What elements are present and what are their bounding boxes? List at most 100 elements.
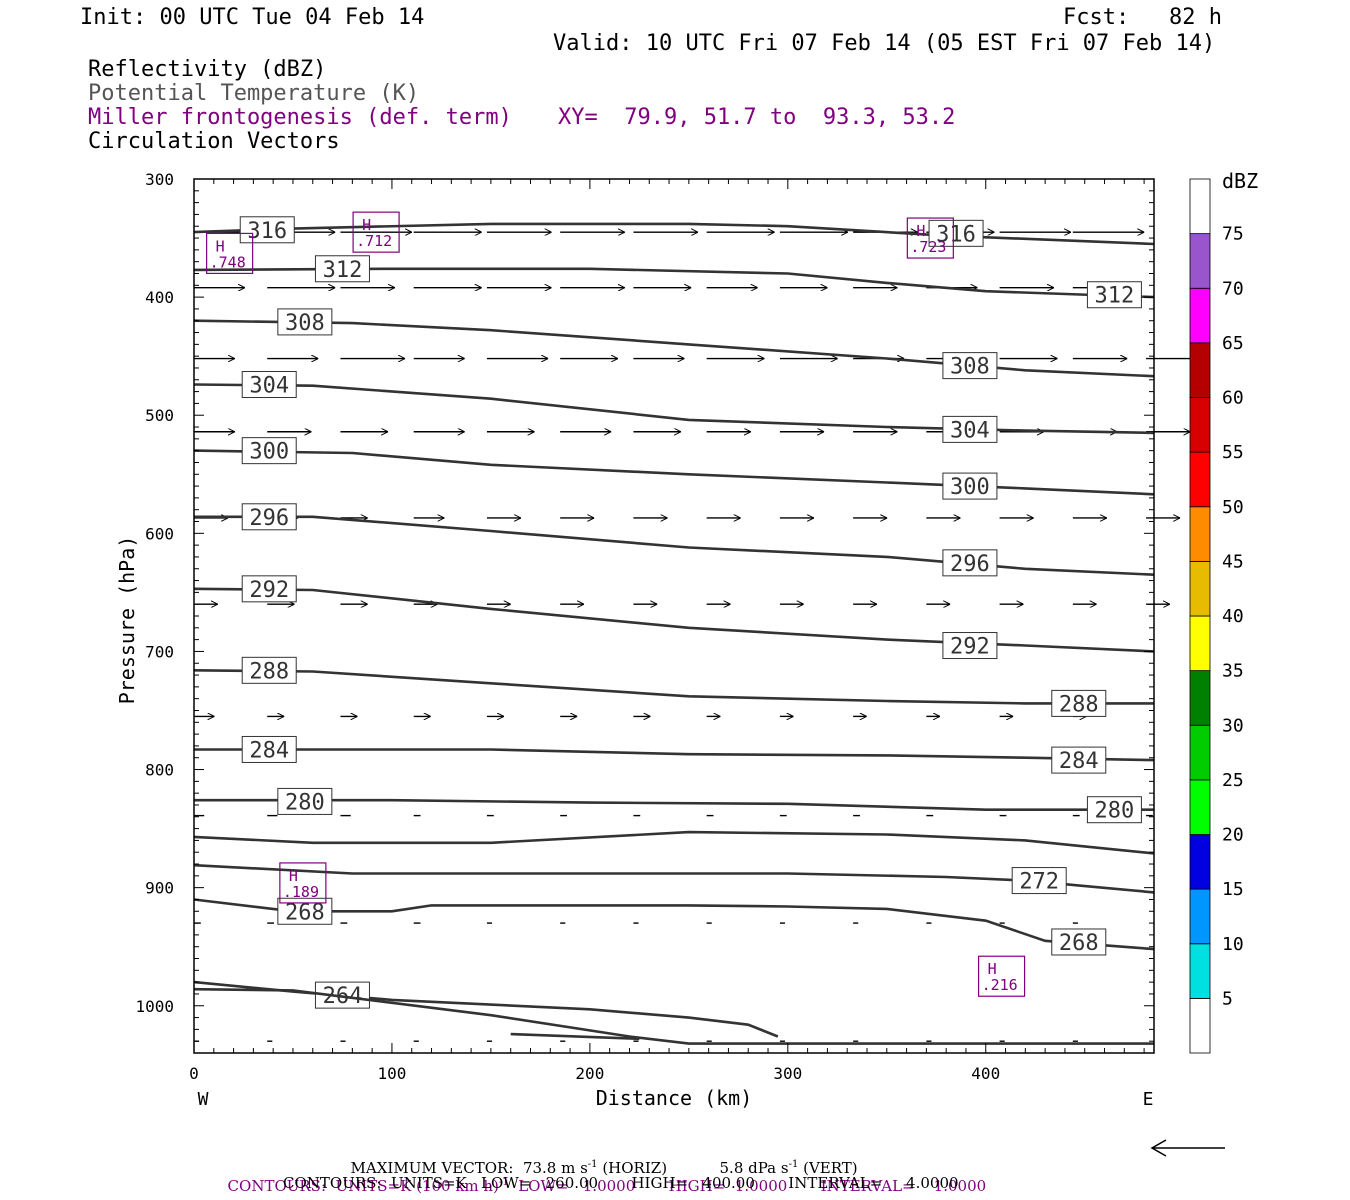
axes: 0 100 200 300 400 300 400 500 600 700 800 900 1000	[135, 170, 1155, 1083]
contour-label-box	[1086, 281, 1142, 309]
circulation-vectors	[194, 232, 1204, 1042]
dbz-colorbar: 5 10 15 20 25 30 35 40 45 50 55 60 65 70 75	[1189, 178, 1244, 1054]
colorbar-segment	[1189, 997, 1211, 1054]
theta-contour-line	[193, 449, 1155, 496]
theta-contour-info: CONTOURS: UNITS=K LOW= 260.00 HIGH= 400.…	[283, 1174, 959, 1192]
high-symbol: H	[216, 237, 225, 255]
frontogenesis-high-box	[279, 862, 327, 904]
theta-contour-line	[193, 267, 1155, 299]
colorbar-unit: dBZ	[1222, 169, 1258, 193]
contour-label: 288	[249, 659, 289, 684]
contour-label: 292	[249, 578, 289, 603]
contour-label: 284	[1059, 749, 1099, 774]
contour-label: 316	[247, 219, 287, 244]
contour-label-box	[1051, 689, 1107, 717]
high-value: .216	[982, 976, 1018, 994]
y-tick-label: 700	[145, 642, 174, 661]
y-tick-label: 1000	[135, 997, 174, 1016]
contour-label-box	[241, 735, 297, 763]
colorbar-segment	[1189, 724, 1211, 781]
colorbar-segment	[1189, 779, 1211, 835]
colorbar-tick-label: 15	[1222, 879, 1244, 900]
colorbar-segment	[1189, 342, 1211, 398]
colorbar-tick-label: 25	[1222, 770, 1244, 791]
frontogenesis-high-box	[977, 955, 1026, 997]
high-symbol: H	[289, 867, 298, 885]
contour-label-box	[239, 216, 295, 244]
colorbar-tick-label: 55	[1222, 442, 1244, 463]
theta-contour-line	[193, 319, 1155, 378]
colorbar-segment	[1189, 178, 1211, 235]
y-axis-label: Pressure (hPa)	[115, 536, 139, 705]
max-vector-vert-unit: (VERT)	[803, 1159, 858, 1177]
high-symbol: H	[362, 216, 371, 234]
y-tick-label: 400	[145, 288, 174, 307]
theta-contour-line	[194, 748, 1155, 762]
colorbar-segment	[1189, 506, 1211, 562]
x-tick-label: 0	[189, 1064, 199, 1083]
contour-label: 268	[285, 900, 325, 925]
contour-label: 304	[950, 418, 990, 443]
frontogenesis-high-box	[352, 211, 400, 253]
x-tick-label: 100	[377, 1064, 406, 1083]
max-vector-horiz-unit: (HORIZ)	[602, 1159, 668, 1177]
contour-label-box	[942, 352, 998, 380]
contour-label-box	[942, 549, 998, 577]
colorbar-segment	[1189, 397, 1211, 453]
theta-contours: 316 316 312 312 308 308 304 304 300 300 296 296 292 2…	[193, 216, 1155, 1045]
high-symbol: H	[988, 960, 997, 978]
west-label: W	[198, 1089, 209, 1110]
colorbar-tick-label: 35	[1222, 661, 1244, 682]
colorbar-tick-label: 45	[1222, 551, 1244, 572]
contour-label: 280	[285, 790, 325, 815]
max-vector-horiz: 73.8 m s	[522, 1159, 588, 1177]
plot-frame	[193, 178, 1155, 1054]
cross-section-endpoints: XY= 79.9, 51.7 to 93.3, 53.2	[558, 105, 956, 130]
contour-label-box	[1051, 928, 1107, 956]
y-tick-label: 500	[145, 406, 174, 425]
valid-time: Valid: 10 UTC Fri 07 Feb 14 (05 EST Fri …	[553, 31, 1216, 56]
reference-vector-arrow	[1150, 1139, 1225, 1157]
unit-exponent: -1	[587, 1159, 598, 1170]
contour-label: 292	[950, 635, 990, 660]
contour-label-box	[277, 787, 333, 815]
contour-label-box	[1051, 746, 1107, 774]
high-value: .189	[283, 883, 319, 901]
colorbar-segment	[1189, 670, 1211, 726]
forecast-hour: Fcst: 82 h	[1063, 5, 1222, 30]
colorbar-segment	[1189, 834, 1211, 890]
contour-label: 272	[1019, 870, 1059, 895]
colorbar-tick-label: 75	[1222, 224, 1244, 245]
colorbar-tick-label: 40	[1222, 606, 1244, 627]
contour-label-box	[314, 255, 370, 283]
contour-label: 296	[249, 506, 289, 531]
theta-contour-line	[193, 898, 1155, 951]
colorbar-tick-label: 70	[1222, 278, 1244, 299]
contour-label-box	[928, 219, 984, 247]
legend-reflectivity: Reflectivity (dBZ)	[88, 57, 327, 82]
theta-contour-line	[194, 515, 1155, 576]
unit-exponent: -1	[788, 1159, 799, 1170]
contour-label-box	[942, 415, 998, 443]
contour-label: 284	[249, 738, 289, 763]
max-vector-label: MAXIMUM VECTOR:	[350, 1159, 514, 1177]
colorbar-tick-label: 5	[1222, 988, 1233, 1009]
contour-label-box	[241, 503, 297, 531]
y-tick-label: 800	[145, 761, 174, 780]
colorbar-segment	[1189, 451, 1211, 508]
colorbar-tick-label: 30	[1222, 715, 1244, 736]
contour-label: 312	[1095, 284, 1135, 309]
legend-miller-frontogenesis: Miller frontogenesis (def. term)	[88, 105, 512, 130]
colorbar-segment	[1189, 888, 1211, 945]
contour-label: 300	[950, 475, 990, 500]
contour-label: 312	[323, 258, 363, 283]
theta-contour-line	[193, 669, 1154, 705]
legend-potential-temperature: Potential Temperature (K)	[88, 81, 420, 106]
x-tick-label: 400	[971, 1064, 1000, 1083]
east-label: E	[1143, 1089, 1154, 1110]
theta-contour-line	[510, 1032, 640, 1041]
contour-label-box	[942, 472, 998, 500]
contour-label-box	[1086, 796, 1142, 824]
